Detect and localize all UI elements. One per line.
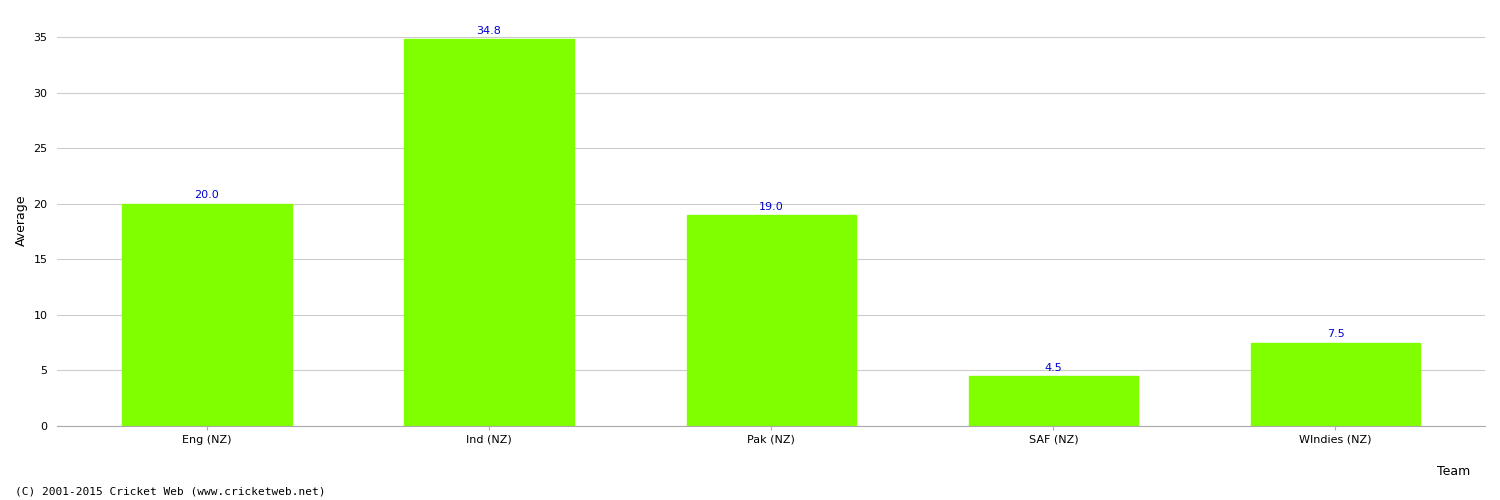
Y-axis label: Average: Average bbox=[15, 194, 28, 246]
Bar bbox=[969, 376, 1138, 426]
Text: 34.8: 34.8 bbox=[477, 26, 501, 36]
Text: 20.0: 20.0 bbox=[195, 190, 219, 200]
Bar bbox=[123, 204, 291, 426]
Bar bbox=[1251, 342, 1420, 426]
Text: 19.0: 19.0 bbox=[759, 202, 783, 211]
Bar bbox=[687, 215, 856, 426]
Text: 4.5: 4.5 bbox=[1044, 362, 1062, 372]
Text: 7.5: 7.5 bbox=[1326, 330, 1344, 340]
Text: (C) 2001-2015 Cricket Web (www.cricketweb.net): (C) 2001-2015 Cricket Web (www.cricketwe… bbox=[15, 487, 326, 497]
Text: Team: Team bbox=[1437, 465, 1470, 478]
Bar bbox=[405, 40, 573, 426]
